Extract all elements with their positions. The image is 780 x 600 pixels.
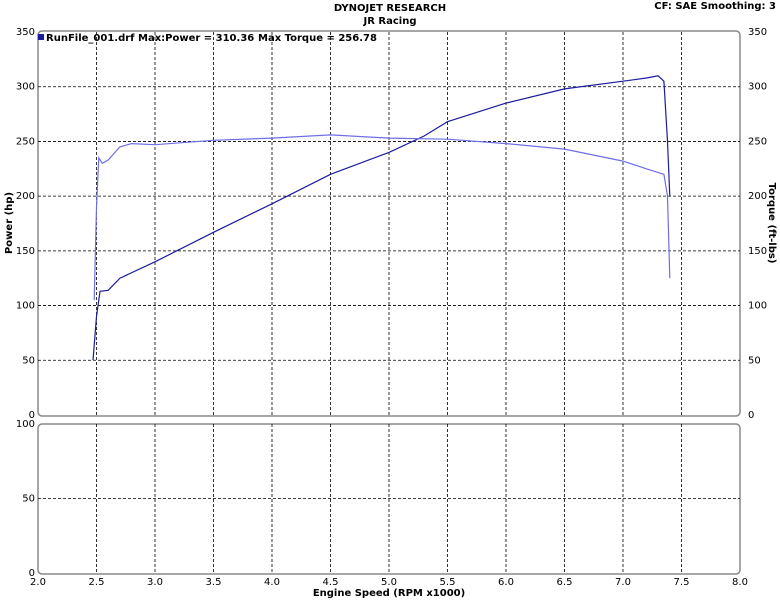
x-tick-label: 6.0 [498, 577, 514, 588]
x-tick-label: 3.0 [147, 577, 163, 588]
data-line [92, 75, 671, 361]
y-tick-label: 50 [22, 355, 35, 366]
x-tick-label: 6.5 [557, 577, 573, 588]
data-line [93, 134, 671, 301]
chart-subtitle: JR Racing [363, 16, 417, 27]
y-tick-label: 200 [16, 191, 35, 202]
x-tick-label: 4.5 [323, 577, 339, 588]
y2-tick-label: 150 [748, 246, 767, 257]
y2-axis-label: Torque (ft-lbs) [766, 183, 777, 264]
x-tick-label: 7.5 [674, 577, 690, 588]
y-tick-label: 0 [29, 410, 35, 421]
x-tick-label: 2.5 [89, 577, 105, 588]
chart-title: DYNOJET RESEARCH [334, 3, 446, 14]
y-tick-label: 300 [16, 82, 35, 93]
y-tick-label: 0 [29, 568, 35, 579]
x-tick-label: 5.5 [440, 577, 456, 588]
y2-tick-label: 0 [748, 410, 754, 421]
y2-tick-label: 300 [748, 82, 767, 93]
y-tick-label: 150 [16, 246, 35, 257]
y-tick-label: 100 [16, 419, 35, 430]
header-right: CF: SAE Smoothing: 3 [654, 1, 776, 12]
legend-swatch [38, 34, 44, 40]
y-tick-label: 50 [22, 494, 35, 505]
y2-tick-label: 50 [748, 355, 761, 366]
x-tick-label: 5.0 [381, 577, 397, 588]
x-tick-label: 3.5 [206, 577, 222, 588]
x-tick-label: 7.0 [615, 577, 631, 588]
y2-tick-label: 250 [748, 136, 767, 147]
y-tick-label: 100 [16, 301, 35, 312]
y-tick-label: 250 [16, 136, 35, 147]
annotation: RunFile_001.drf Max:Power = 310.36 [46, 33, 254, 44]
y-tick-label: 350 [16, 27, 35, 38]
y-axis-label: Power (hp) [4, 192, 15, 254]
x-axis-label: Engine Speed (RPM x1000) [313, 588, 465, 599]
annotation: Max Torque = 256.78 [258, 33, 377, 44]
y2-tick-label: 350 [748, 27, 767, 38]
y2-tick-label: 200 [748, 191, 767, 202]
y2-tick-label: 100 [748, 301, 767, 312]
x-tick-label: 2.0 [30, 577, 46, 588]
x-tick-label: 4.0 [264, 577, 280, 588]
x-tick-label: 8.0 [732, 577, 748, 588]
